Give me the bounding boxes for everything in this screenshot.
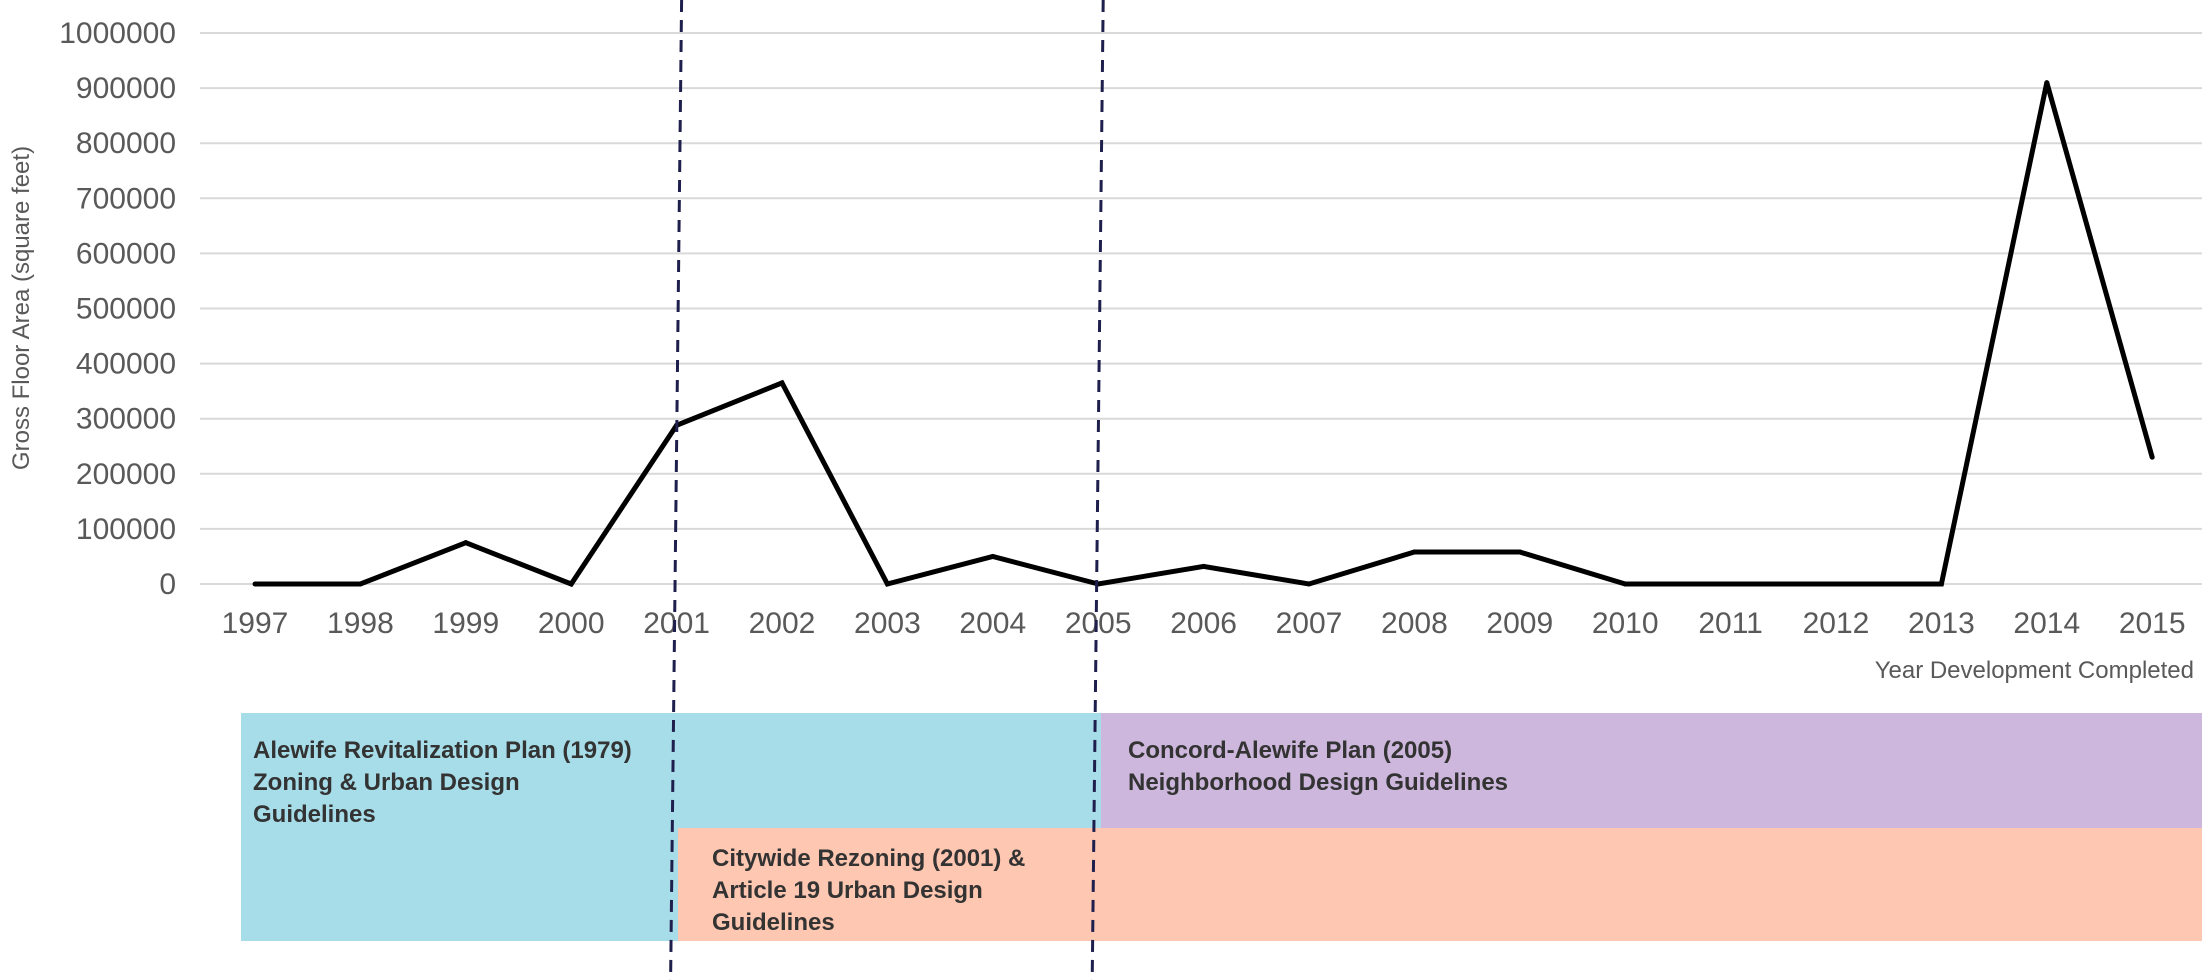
data-point-2010 [1622, 581, 1628, 587]
data-point-2014 [2044, 80, 2050, 86]
data-point-1997 [252, 581, 258, 587]
policy-band-3-label-line-2: Article 19 Urban Design [712, 877, 983, 904]
policy-band-1-area-1 [241, 713, 1101, 828]
y-tick-label-600000: 600000 [76, 237, 176, 270]
x-tick-label-2008: 2008 [1381, 607, 1448, 640]
x-tick-label-2015: 2015 [2119, 607, 2186, 640]
x-axis-ticks: 1997 1998 1999 2000 2001 2002 2003 2004 2005 2006… [222, 607, 2186, 640]
x-tick-label-2002: 2002 [749, 607, 816, 640]
data-point-2015 [2149, 454, 2155, 460]
data-point-2002 [779, 380, 785, 386]
policy-band-1-area-2 [241, 828, 678, 941]
x-tick-label-2006: 2006 [1170, 607, 1237, 640]
y-tick-label-700000: 700000 [76, 182, 176, 215]
x-tick-label-2009: 2009 [1486, 607, 1553, 640]
data-point-2009 [1517, 549, 1523, 555]
policy-bands: Alewife Revitalization Plan (1979) Zoning… [241, 713, 2202, 941]
reference-lines [669, 0, 1105, 980]
x-tick-label-2000: 2000 [538, 607, 605, 640]
y-tick-label-0: 0 [159, 568, 176, 601]
policy-band-1-label-line-2: Zoning & Urban Design [253, 769, 520, 796]
reference-line-2001 [669, 0, 684, 980]
x-tick-label-1998: 1998 [327, 607, 394, 640]
data-series [252, 80, 2155, 588]
data-point-2011 [1728, 581, 1734, 587]
x-tick-label-2010: 2010 [1592, 607, 1659, 640]
data-point-2003 [884, 581, 890, 587]
y-axis-ticks: 0 100000 200000 300000 400000 500000 600000 700… [59, 17, 176, 601]
data-point-2012 [1833, 581, 1839, 587]
policy-band-2-label-line-1: Concord-Alewife Plan (2005) [1128, 737, 1452, 764]
y-tick-label-300000: 300000 [76, 403, 176, 436]
policy-band-1-label-line-1: Alewife Revitalization Plan (1979) [253, 737, 632, 764]
x-tick-label-2014: 2014 [2013, 607, 2080, 640]
data-point-2000 [568, 581, 574, 587]
series-line-1 [255, 81, 2155, 588]
data-point-2013 [1938, 581, 1944, 587]
x-axis-title: Year Development Completed [1875, 657, 2194, 684]
x-tick-label-2001: 2001 [643, 607, 710, 640]
x-tick-label-1997: 1997 [222, 607, 289, 640]
policy-band-1-label-line-3: Guidelines [253, 801, 376, 828]
x-tick-label-2004: 2004 [959, 607, 1026, 640]
y-tick-label-900000: 900000 [76, 72, 176, 105]
y-tick-label-1000000: 1000000 [59, 17, 176, 50]
y-tick-label-100000: 100000 [76, 513, 176, 546]
data-point-2008 [1411, 549, 1417, 555]
policy-band-3-label-line-3: Guidelines [712, 909, 835, 936]
policy-band-1-label: Alewife Revitalization Plan (1979) Zoning… [253, 737, 632, 828]
policy-band-2-label: Concord-Alewife Plan (2005) Neighborhood … [1128, 737, 1508, 796]
data-point-2006 [1201, 563, 1207, 569]
y-tick-label-400000: 400000 [76, 348, 176, 381]
policy-band-2-label-line-2: Neighborhood Design Guidelines [1128, 769, 1508, 796]
x-tick-label-2003: 2003 [854, 607, 921, 640]
gridlines [200, 32, 2202, 585]
x-tick-label-2013: 2013 [1908, 607, 1975, 640]
y-axis-title: Gross Floor Area (square feet) [8, 146, 35, 470]
x-tick-label-1999: 1999 [432, 607, 499, 640]
y-tick-label-500000: 500000 [76, 293, 176, 326]
data-point-2007 [1306, 581, 1312, 587]
policy-band-2-area-1 [1101, 713, 2202, 828]
policy-band-3-label-line-1: Citywide Rezoning (2001) & [712, 845, 1025, 872]
policy-band-3-label: Citywide Rezoning (2001) & Article 19 Urb… [712, 845, 1025, 936]
x-tick-label-2007: 2007 [1276, 607, 1343, 640]
data-point-2004 [990, 553, 996, 559]
policy-band-3-area-1 [678, 828, 2202, 941]
y-tick-label-800000: 800000 [76, 127, 176, 160]
x-tick-label-2012: 2012 [1803, 607, 1870, 640]
x-tick-label-2011: 2011 [1698, 607, 1763, 640]
y-tick-label-200000: 200000 [76, 458, 176, 491]
reference-line-2005 [1090, 0, 1105, 980]
x-tick-label-2005: 2005 [1065, 607, 1132, 640]
data-point-1999 [463, 540, 469, 546]
data-point-1998 [357, 581, 363, 587]
